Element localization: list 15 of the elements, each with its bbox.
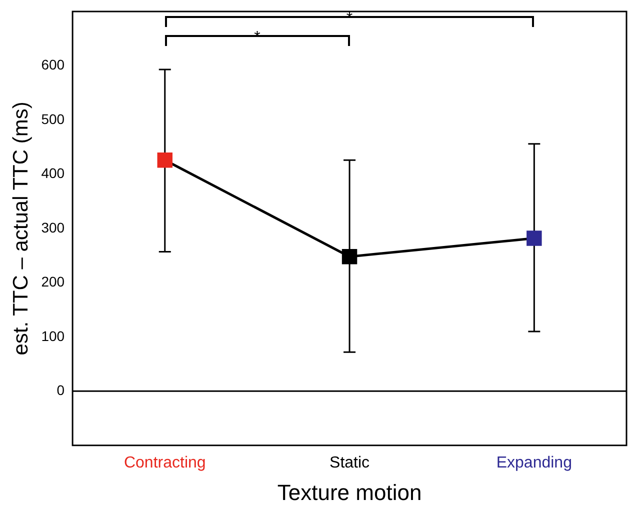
y-axis-title: est. TTC – actual TTC (ms) xyxy=(9,102,32,356)
y-tick-label: 0 xyxy=(56,382,65,398)
y-tick-label: 100 xyxy=(41,328,65,344)
x-axis-title: Texture motion xyxy=(277,480,422,505)
y-tick-label: 600 xyxy=(41,56,65,73)
y-tick-label: 400 xyxy=(41,165,65,182)
x-tick-label: Expanding xyxy=(496,454,572,472)
y-tick-label: 300 xyxy=(41,219,65,236)
point xyxy=(526,230,542,246)
point xyxy=(157,152,172,168)
x-tick-label: Contracting xyxy=(124,454,206,472)
x-tick-label: Static xyxy=(330,454,370,472)
y-tick-label: 500 xyxy=(41,110,65,127)
point xyxy=(342,249,358,264)
y-tick-label: 200 xyxy=(41,274,65,290)
